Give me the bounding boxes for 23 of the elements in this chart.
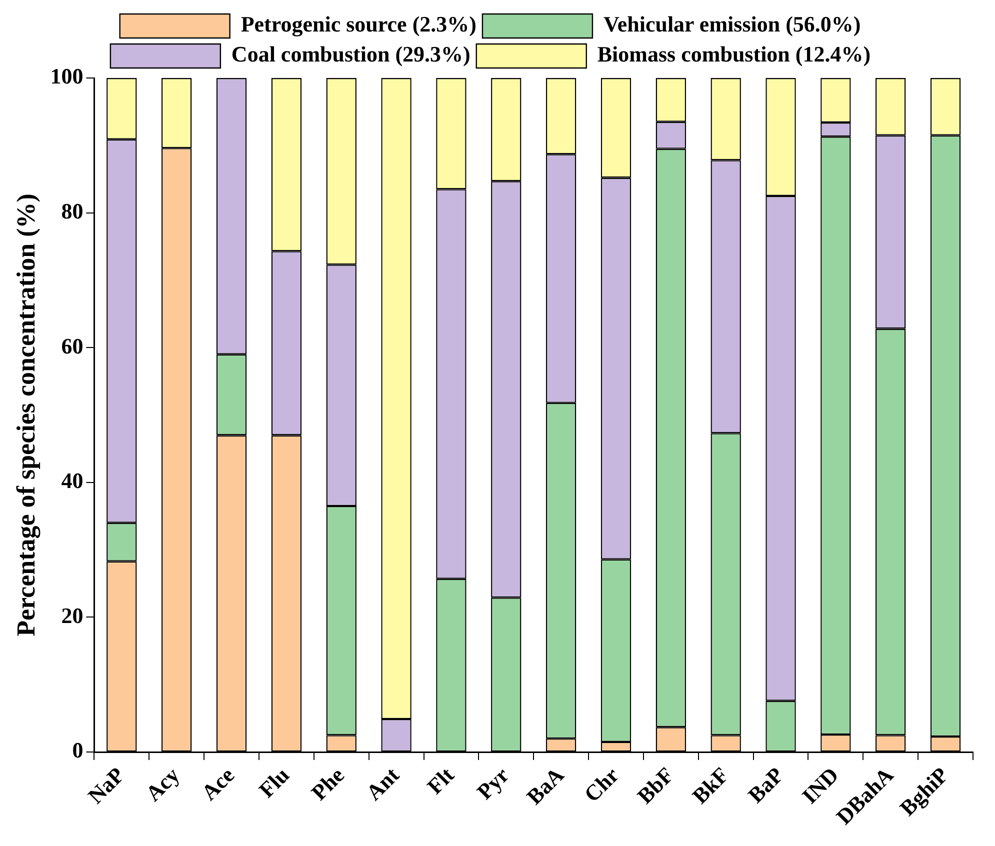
x-tick-label: Acy <box>140 762 184 806</box>
x-tick-label: Pyr <box>472 762 514 804</box>
x-tick-label: Phe <box>306 762 350 806</box>
y-tick-label: 20 <box>61 602 84 628</box>
y-tick-label: 60 <box>61 333 84 358</box>
x-tick-label: BaA <box>522 762 569 810</box>
x-tick-label: IND <box>797 762 844 808</box>
x-tick-label: Ace <box>196 762 240 805</box>
y-tick-label: 80 <box>61 198 84 224</box>
x-tick-label: NaP <box>83 762 130 808</box>
x-tick-label: Flt <box>422 762 460 799</box>
x-tick-label: Chr <box>579 762 624 807</box>
y-tick-label: 100 <box>50 64 84 89</box>
legend-label: Biomass combustion (12.4%) <box>597 42 871 67</box>
legend-label: Coal combustion (29.3%) <box>231 42 470 67</box>
y-tick-label: 0 <box>72 738 84 763</box>
x-tick-label: BaP <box>742 762 788 808</box>
x-tick-label: Flu <box>254 762 294 802</box>
x-tick-label: Ant <box>361 762 404 806</box>
y-axis-title: Percentage of species concentration (%) <box>11 194 40 636</box>
legend-label: Petrogenic source (2.3%) <box>240 12 476 37</box>
legend-label: Vehicular emission (56.0%) <box>603 12 861 37</box>
y-tick-label: 40 <box>61 468 84 494</box>
